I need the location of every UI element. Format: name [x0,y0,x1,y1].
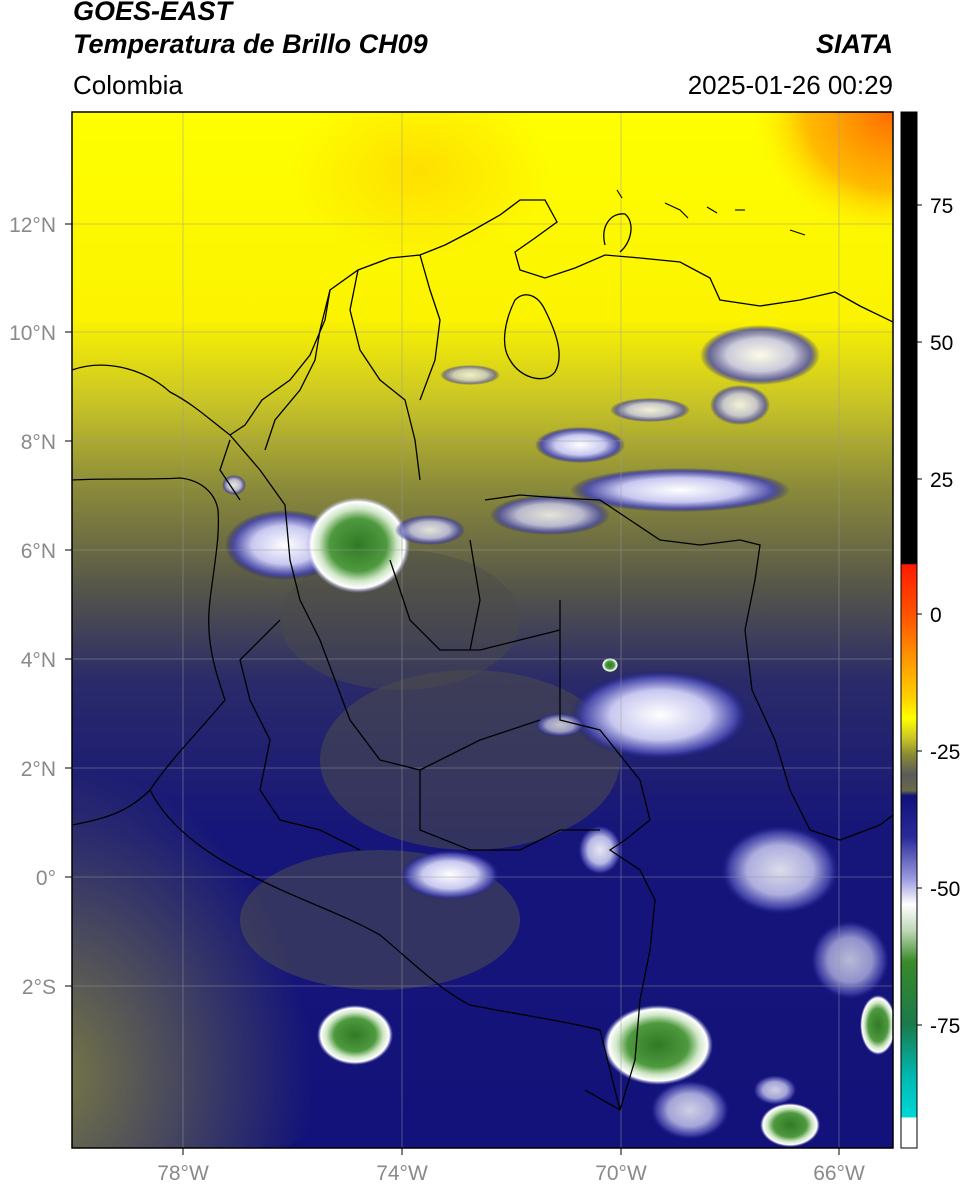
lat-label: 2°N [21,758,56,781]
satellite-imagery [72,112,893,1148]
colorbar-tick-label: -75 [930,1015,960,1038]
colorbar: 75 50 25 0 -25 -50 -75 [900,111,960,1149]
lat-label: 8°N [21,431,56,454]
lat-label: 2°S [22,976,56,999]
colorbar-scale [900,111,918,1149]
axis-ticks [65,223,840,1155]
lat-label: 12°N [9,214,56,237]
satellite-title: GOES-EAST [73,0,233,26]
coastlines-borders [72,199,893,1111]
latitude-labels: 12°N 10°N 8°N 6°N 4°N 2°N 0° 2°S [9,214,56,999]
colorbar-tick-label: 50 [930,332,953,355]
colorbar-tick-label: 75 [930,195,953,218]
graticule [72,112,893,1148]
map-frame [71,111,894,1149]
agency-label: SIATA [816,29,893,59]
region-label: Colombia [73,70,183,100]
islands [616,189,806,236]
lat-label: 4°N [21,649,56,672]
colorbar-tick-label: 25 [930,469,953,492]
lon-label: 78°W [157,1162,209,1185]
lat-label: 6°N [21,540,56,563]
lon-label: 70°W [595,1162,647,1185]
colorbar-tick-label: -50 [930,878,960,901]
lon-label: 74°W [376,1162,428,1185]
lat-label: 0° [36,867,56,890]
lat-label: 10°N [9,322,56,345]
lon-label: 66°W [813,1162,865,1185]
product-title: Temperatura de Brillo CH09 [73,29,428,59]
colorbar-tick-label: -25 [930,741,960,764]
colorbar-tick-label: 0 [930,604,942,627]
longitude-labels: 78°W 74°W 70°W 66°W [157,1162,865,1185]
timestamp-label: 2025-01-26 00:29 [687,70,893,100]
